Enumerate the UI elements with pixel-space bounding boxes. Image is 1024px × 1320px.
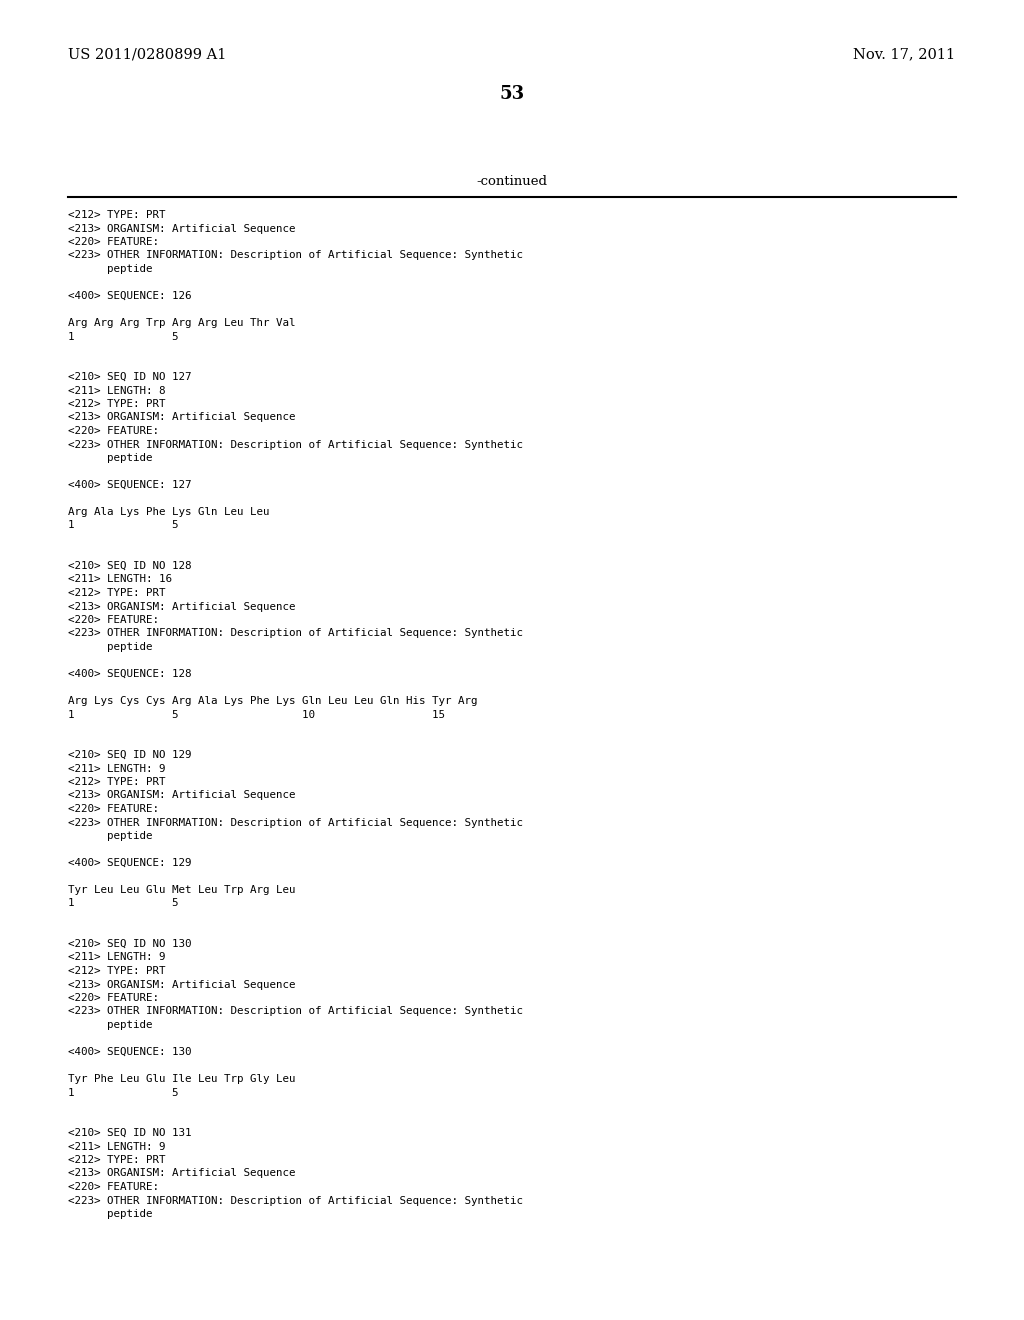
Text: Arg Arg Arg Trp Arg Arg Leu Thr Val: Arg Arg Arg Trp Arg Arg Leu Thr Val [68,318,296,327]
Text: <213> ORGANISM: Artificial Sequence: <213> ORGANISM: Artificial Sequence [68,979,296,990]
Text: <220> FEATURE:: <220> FEATURE: [68,1181,159,1192]
Text: <400> SEQUENCE: 129: <400> SEQUENCE: 129 [68,858,191,869]
Text: <210> SEQ ID NO 129: <210> SEQ ID NO 129 [68,750,191,760]
Text: <220> FEATURE:: <220> FEATURE: [68,615,159,624]
Text: <211> LENGTH: 16: <211> LENGTH: 16 [68,574,172,585]
Text: <213> ORGANISM: Artificial Sequence: <213> ORGANISM: Artificial Sequence [68,602,296,611]
Text: <223> OTHER INFORMATION: Description of Artificial Sequence: Synthetic: <223> OTHER INFORMATION: Description of … [68,628,523,639]
Text: <223> OTHER INFORMATION: Description of Artificial Sequence: Synthetic: <223> OTHER INFORMATION: Description of … [68,440,523,450]
Text: 1               5: 1 5 [68,899,178,908]
Text: 1               5: 1 5 [68,1088,178,1097]
Text: <213> ORGANISM: Artificial Sequence: <213> ORGANISM: Artificial Sequence [68,1168,296,1179]
Text: US 2011/0280899 A1: US 2011/0280899 A1 [68,48,226,61]
Text: Nov. 17, 2011: Nov. 17, 2011 [853,48,955,61]
Text: 1               5: 1 5 [68,520,178,531]
Text: <213> ORGANISM: Artificial Sequence: <213> ORGANISM: Artificial Sequence [68,791,296,800]
Text: <213> ORGANISM: Artificial Sequence: <213> ORGANISM: Artificial Sequence [68,223,296,234]
Text: <211> LENGTH: 9: <211> LENGTH: 9 [68,763,166,774]
Text: Tyr Leu Leu Glu Met Leu Trp Arg Leu: Tyr Leu Leu Glu Met Leu Trp Arg Leu [68,884,296,895]
Text: <210> SEQ ID NO 131: <210> SEQ ID NO 131 [68,1129,191,1138]
Text: <400> SEQUENCE: 128: <400> SEQUENCE: 128 [68,669,191,678]
Text: <210> SEQ ID NO 130: <210> SEQ ID NO 130 [68,939,191,949]
Text: <211> LENGTH: 9: <211> LENGTH: 9 [68,1142,166,1151]
Text: <210> SEQ ID NO 127: <210> SEQ ID NO 127 [68,372,191,381]
Text: <223> OTHER INFORMATION: Description of Artificial Sequence: Synthetic: <223> OTHER INFORMATION: Description of … [68,817,523,828]
Text: <212> TYPE: PRT: <212> TYPE: PRT [68,210,166,220]
Text: 1               5                   10                  15: 1 5 10 15 [68,710,445,719]
Text: 53: 53 [500,84,524,103]
Text: peptide: peptide [68,264,153,275]
Text: peptide: peptide [68,832,153,841]
Text: <400> SEQUENCE: 127: <400> SEQUENCE: 127 [68,480,191,490]
Text: <212> TYPE: PRT: <212> TYPE: PRT [68,777,166,787]
Text: <223> OTHER INFORMATION: Description of Artificial Sequence: Synthetic: <223> OTHER INFORMATION: Description of … [68,1006,523,1016]
Text: <400> SEQUENCE: 130: <400> SEQUENCE: 130 [68,1047,191,1057]
Text: Tyr Phe Leu Glu Ile Leu Trp Gly Leu: Tyr Phe Leu Glu Ile Leu Trp Gly Leu [68,1074,296,1084]
Text: peptide: peptide [68,453,153,463]
Text: <220> FEATURE:: <220> FEATURE: [68,238,159,247]
Text: <223> OTHER INFORMATION: Description of Artificial Sequence: Synthetic: <223> OTHER INFORMATION: Description of … [68,1196,523,1205]
Text: -continued: -continued [476,176,548,187]
Text: <220> FEATURE:: <220> FEATURE: [68,426,159,436]
Text: <400> SEQUENCE: 126: <400> SEQUENCE: 126 [68,290,191,301]
Text: peptide: peptide [68,642,153,652]
Text: <211> LENGTH: 8: <211> LENGTH: 8 [68,385,166,396]
Text: <210> SEQ ID NO 128: <210> SEQ ID NO 128 [68,561,191,572]
Text: <213> ORGANISM: Artificial Sequence: <213> ORGANISM: Artificial Sequence [68,412,296,422]
Text: Arg Ala Lys Phe Lys Gln Leu Leu: Arg Ala Lys Phe Lys Gln Leu Leu [68,507,269,517]
Text: <220> FEATURE:: <220> FEATURE: [68,993,159,1003]
Text: <212> TYPE: PRT: <212> TYPE: PRT [68,966,166,975]
Text: <220> FEATURE:: <220> FEATURE: [68,804,159,814]
Text: peptide: peptide [68,1209,153,1218]
Text: Arg Lys Cys Cys Arg Ala Lys Phe Lys Gln Leu Leu Gln His Tyr Arg: Arg Lys Cys Cys Arg Ala Lys Phe Lys Gln … [68,696,477,706]
Text: <212> TYPE: PRT: <212> TYPE: PRT [68,1155,166,1166]
Text: peptide: peptide [68,1020,153,1030]
Text: <211> LENGTH: 9: <211> LENGTH: 9 [68,953,166,962]
Text: <212> TYPE: PRT: <212> TYPE: PRT [68,399,166,409]
Text: 1               5: 1 5 [68,331,178,342]
Text: <212> TYPE: PRT: <212> TYPE: PRT [68,587,166,598]
Text: <223> OTHER INFORMATION: Description of Artificial Sequence: Synthetic: <223> OTHER INFORMATION: Description of … [68,251,523,260]
